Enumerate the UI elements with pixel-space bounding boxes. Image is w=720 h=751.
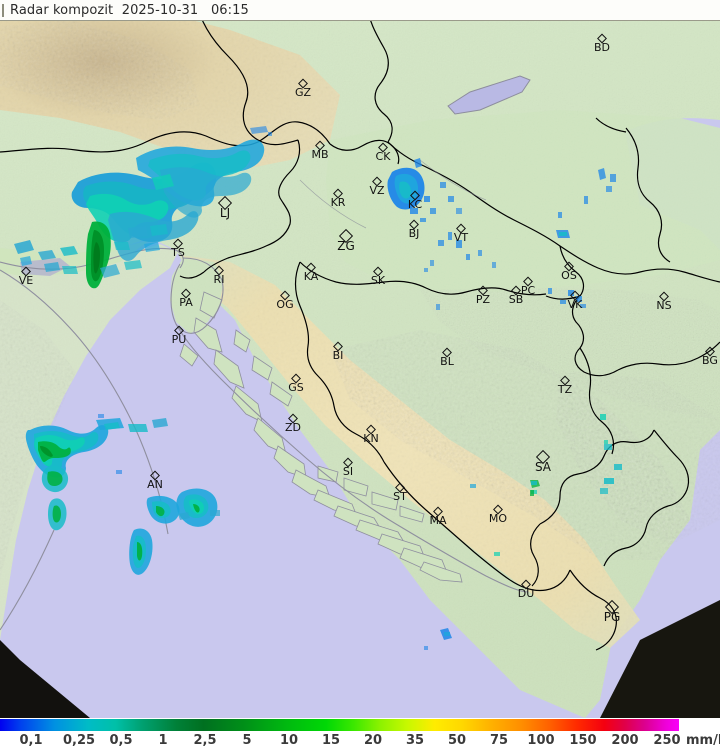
legend-tick-15: 250 (653, 733, 681, 748)
echo-cluster-koprivnica (387, 158, 462, 222)
legend-gradient-bar (0, 719, 679, 731)
map-svg (0, 0, 720, 718)
legend-tick-7: 15 (321, 733, 341, 748)
legend-tick-11: 75 (489, 733, 509, 748)
echo-cluster-veneto (14, 139, 265, 289)
rivers (299, 159, 487, 229)
legend-tick-0: 0,1 (19, 733, 43, 748)
dalmatian-islands (179, 291, 463, 583)
page-title: Radar kompozit 2025-10-31 06:15 (10, 2, 249, 18)
pannonian-lowland (326, 110, 720, 420)
title-bar: Radar kompozit 2025-10-31 06:15 (0, 0, 720, 21)
legend-tick-14: 200 (611, 733, 639, 748)
legend-unit-label: mm/h (686, 733, 720, 748)
radar-map-canvas[interactable] (0, 0, 720, 718)
echo-cluster-marche (25, 418, 220, 575)
legend-tick-12: 100 (527, 733, 555, 748)
echo-cluster-slavonia (250, 126, 616, 310)
legend-tick-13: 150 (569, 733, 597, 748)
legend-tick-3: 1 (158, 733, 168, 748)
legend-tick-4: 2,5 (193, 733, 217, 748)
legend-colorbar: 0,1 0,25 0,5 1 2,5 5 10 15 20 35 50 75 100 150 200 250 m… (0, 718, 720, 751)
echo-open-sea (98, 132, 452, 650)
legend-tick-8: 20 (363, 733, 383, 748)
legend-tick-6: 10 (279, 733, 299, 748)
echo-cluster-bosnia (470, 414, 622, 556)
legend-tick-9: 35 (405, 733, 425, 748)
radar-echo-layer (14, 126, 622, 650)
legend-tick-2: 0,5 (109, 733, 133, 748)
legend-tick-10: 50 (447, 733, 467, 748)
legend-tick-5: 5 (242, 733, 252, 748)
lake-balaton (447, 75, 531, 115)
legend-tick-1: 0,25 (62, 733, 96, 748)
titlebar-tick (2, 3, 4, 17)
legend-tick-labels: 0,1 0,25 0,5 1 2,5 5 10 15 20 35 50 75 100 150 200 250 m… (0, 733, 720, 751)
